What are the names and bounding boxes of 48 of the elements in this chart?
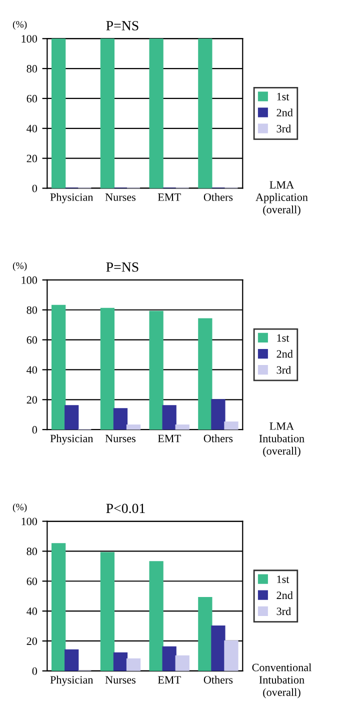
y-tick-label: 60	[26, 94, 38, 102]
y-tick-label: 0	[32, 184, 38, 192]
x-axis-title: LMA Intubation (overall)	[259, 422, 304, 457]
y-tick-label: 80	[26, 548, 38, 556]
y-tick-label: 40	[26, 366, 38, 374]
x-tick-label: Others	[204, 193, 233, 201]
y-axis-title: (%)	[12, 503, 27, 512]
y-tick-label: 40	[26, 124, 38, 132]
legend-label: 3rd	[276, 124, 291, 132]
x-tick-label: Others	[204, 676, 233, 684]
x-axis-title: LMA Application (overall)	[256, 181, 308, 216]
y-axis-title: (%)	[12, 262, 27, 271]
x-axis-title: Conventional Intubation (overall)	[252, 663, 312, 698]
x-tick-label: EMT	[158, 676, 181, 684]
legend-label: 3rd	[276, 366, 291, 374]
y-tick-label: 20	[26, 637, 38, 645]
y-tick-label: 20	[26, 396, 38, 404]
y-tick-label: 20	[26, 154, 38, 162]
y-tick-label: 0	[32, 426, 38, 434]
legend-label: 2nd	[276, 108, 293, 116]
x-tick-label: EMT	[158, 194, 181, 201]
chart-title: P=NS	[106, 262, 138, 272]
x-tick-label: Nurses	[105, 194, 136, 201]
y-tick-label: 60	[26, 336, 38, 344]
x-tick-label: Physician	[50, 434, 94, 445]
chart-title: P=NS	[106, 21, 138, 30]
x-tick-label: Physician	[50, 193, 94, 204]
x-tick-label: Nurses	[105, 434, 136, 442]
legend-label: 2nd	[276, 591, 293, 600]
legend-label: 1st	[277, 576, 290, 584]
legend-label: 2nd	[276, 350, 293, 358]
legend-label: 3rd	[276, 607, 291, 616]
x-tick-label: EMT	[158, 434, 181, 442]
y-tick-label: 80	[26, 306, 38, 314]
y-tick-label: 40	[26, 608, 38, 616]
y-tick-label: 0	[32, 667, 38, 675]
y-tick-label: 100	[22, 35, 38, 43]
x-tick-label: Others	[204, 434, 233, 442]
y-tick-label: 100	[22, 276, 38, 284]
y-tick-label: 60	[26, 578, 38, 586]
x-tick-label: Physician	[50, 676, 94, 686]
y-tick-label: 80	[26, 65, 38, 73]
legend-label: 1st	[277, 334, 290, 342]
y-tick-label: 100	[22, 518, 38, 526]
chart-title: P<0.01	[106, 504, 145, 514]
legend-label: 1st	[277, 92, 290, 100]
x-tick-label: Nurses	[105, 676, 136, 684]
y-axis-title: (%)	[12, 20, 27, 30]
